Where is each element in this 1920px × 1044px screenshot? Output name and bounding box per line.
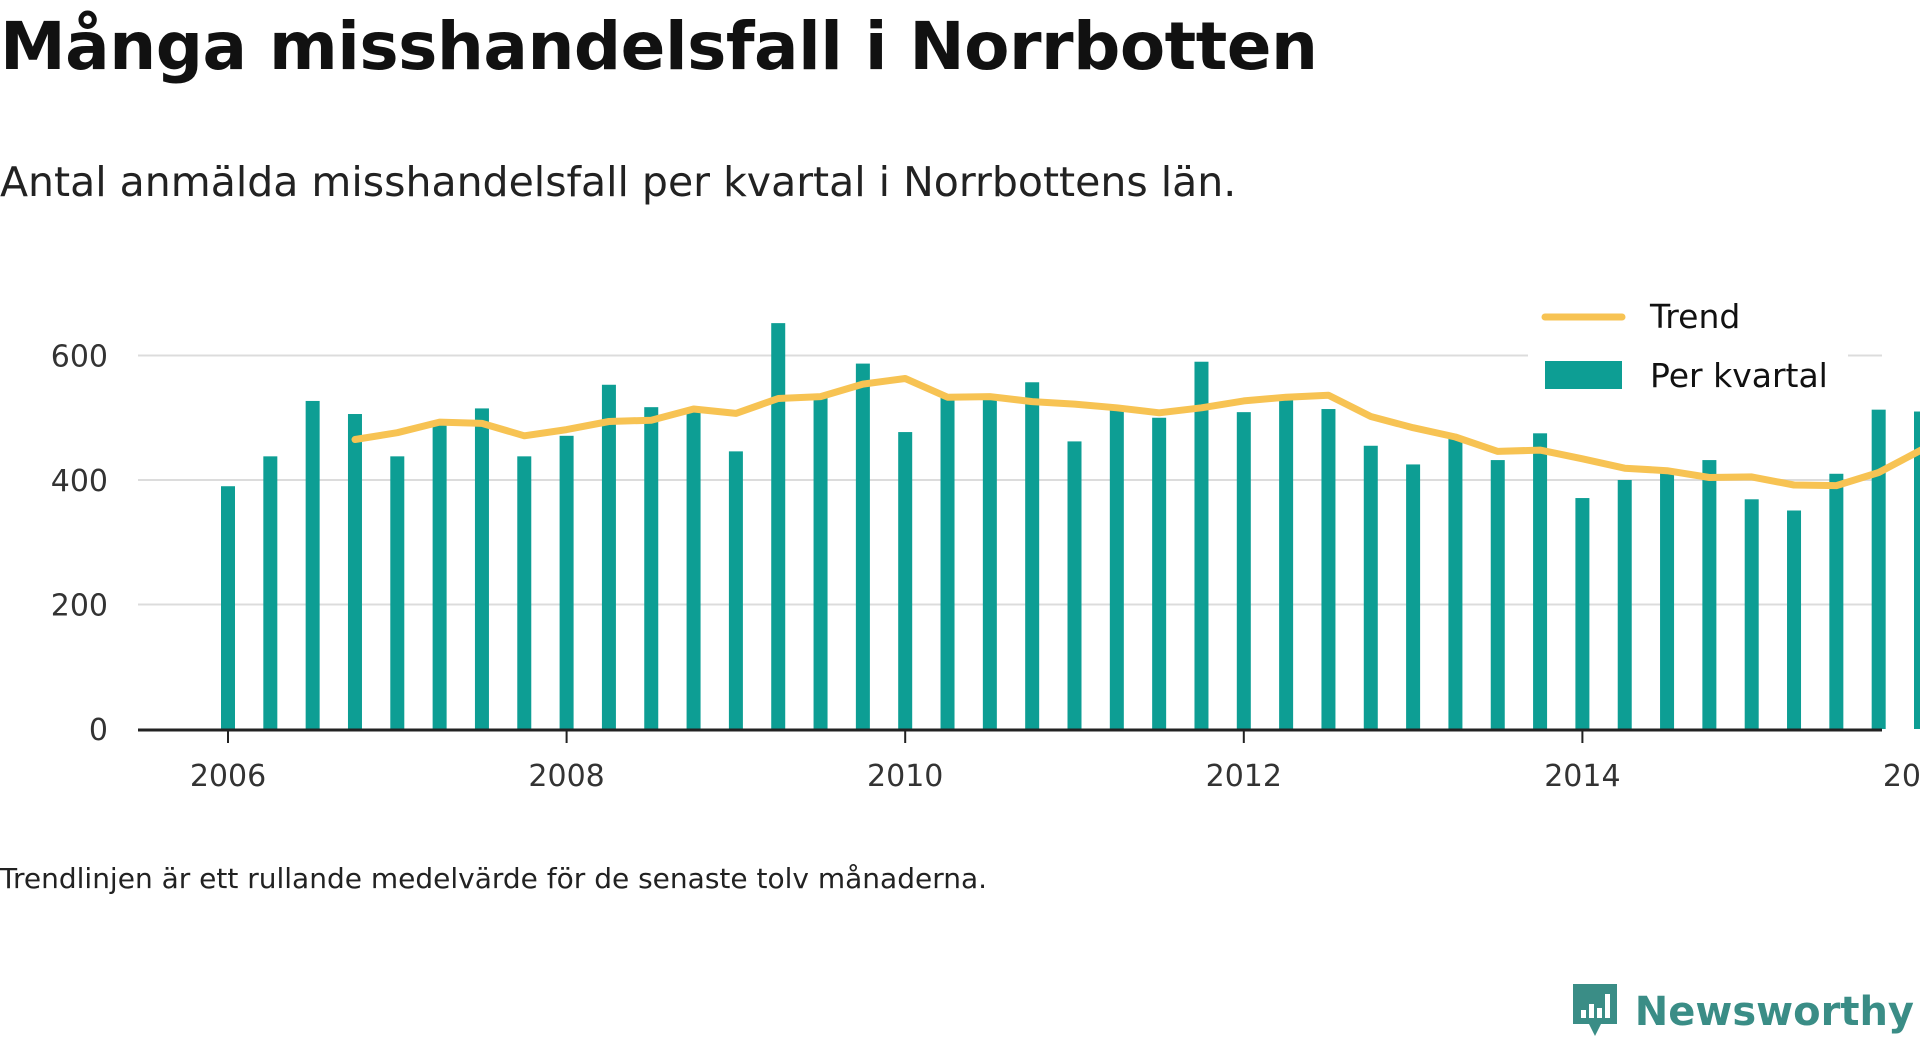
chart-title: Många misshandelsfall i Norrbotten (0, 8, 1318, 85)
bar (1025, 382, 1040, 729)
bar (517, 456, 532, 729)
trend-line (351, 375, 1920, 490)
brand-logo: Newsworthy (1569, 980, 1914, 1044)
x-tick-label: 2010 (867, 759, 943, 794)
y-tick-label: 0 (89, 713, 108, 748)
bar (1533, 433, 1548, 729)
bar (1575, 498, 1590, 729)
bar (1406, 464, 1421, 729)
bar (1702, 460, 1717, 729)
bar (263, 456, 278, 729)
x-tick-label: 2006 (190, 759, 266, 794)
bar (940, 394, 955, 729)
axes: 0200400600200620082010201220142016201820… (51, 340, 1920, 795)
bar (982, 399, 997, 729)
bar (1236, 412, 1251, 729)
bar (390, 456, 405, 729)
bar (1194, 361, 1209, 729)
bar (771, 323, 786, 729)
bar (1109, 410, 1124, 729)
bar (686, 410, 701, 729)
bar-series (221, 323, 1920, 729)
bar (432, 423, 447, 729)
bar (347, 414, 362, 729)
bar (1067, 441, 1082, 729)
bar (1744, 499, 1759, 729)
bar (1617, 480, 1632, 729)
bar (1321, 409, 1336, 729)
y-tick-label: 600 (51, 340, 108, 375)
legend-trend-label: Trend (1649, 297, 1740, 336)
trend-series (351, 375, 1920, 490)
y-tick-label: 400 (51, 464, 108, 499)
bar (813, 397, 828, 729)
bar (221, 486, 235, 729)
bar (728, 451, 743, 729)
bar (601, 384, 616, 729)
bar (1914, 411, 1920, 729)
bar (1787, 510, 1802, 729)
bar (1279, 398, 1294, 729)
x-tick-label: 2008 (528, 759, 604, 794)
legend-bar-swatch (1545, 361, 1622, 389)
chart-subtitle: Antal anmälda misshandelsfall per kvarta… (0, 158, 1237, 206)
bar (305, 400, 320, 729)
chart-area: 0200400600200620082010201220142016201820… (51, 290, 1920, 795)
legend-background (1528, 290, 1848, 410)
x-tick-label: 2012 (1206, 759, 1282, 794)
bar (1871, 409, 1886, 729)
bar (855, 363, 870, 729)
newsworthy-logo-icon (1569, 980, 1621, 1044)
x-tick-label: 2014 (1544, 759, 1620, 794)
bar (1363, 445, 1378, 729)
bar (898, 432, 913, 729)
bar (474, 408, 489, 729)
bar (1152, 417, 1167, 729)
bar (1448, 438, 1463, 729)
brand-name: Newsworthy (1634, 989, 1914, 1035)
chart-footnote: Trendlinjen är ett rullande medelvärde f… (0, 862, 988, 895)
legend-bar-label: Per kvartal (1650, 356, 1828, 395)
bar (1490, 460, 1505, 729)
bar (1660, 472, 1675, 729)
legend: Trend Per kvartal (1528, 290, 1848, 410)
bar (1829, 473, 1844, 729)
bar (644, 407, 659, 729)
y-tick-label: 200 (51, 589, 108, 624)
bar (559, 435, 574, 729)
x-tick-label: 2016 (1883, 759, 1920, 794)
